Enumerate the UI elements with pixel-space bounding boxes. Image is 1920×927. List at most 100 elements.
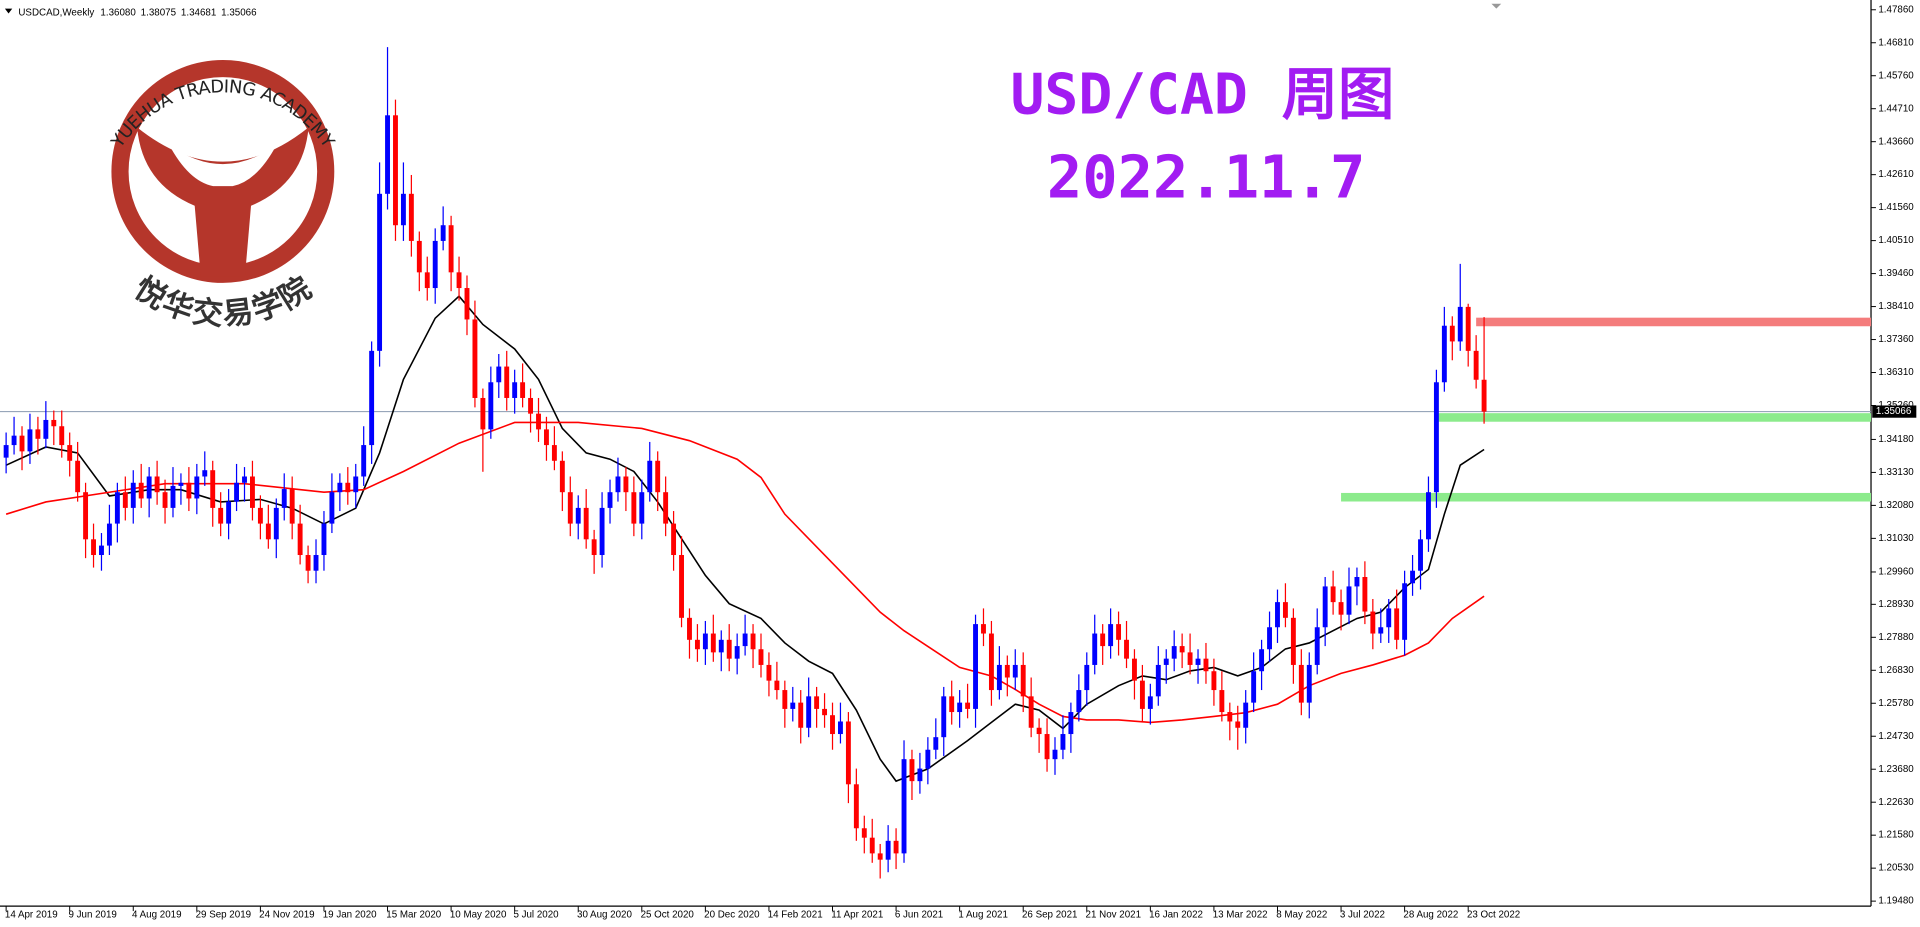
candle-body [1012,664,1018,678]
candle-body [43,419,49,439]
candle-body [965,702,971,709]
candle-body [1116,624,1122,640]
y-tick-label: 1.38410 [1878,301,1914,312]
candle-body [663,492,669,524]
candle-body [647,460,653,493]
candle-body [1426,492,1431,540]
x-tick-label: 3 Jul 2022 [1340,909,1385,920]
candle-body [130,482,136,508]
candle-body [162,492,168,508]
candle-body [385,115,390,194]
y-tick-label: 1.26830 [1878,665,1914,676]
candle-body [67,445,73,461]
candle-body [122,492,128,508]
current-price-label: 1.35066 [1876,406,1912,417]
candle-body [353,476,359,493]
candle-body [218,507,224,524]
x-tick-label: 14 Feb 2021 [768,909,823,920]
level-band [1436,413,1872,422]
candle-body [1139,680,1145,709]
candle-body [480,397,486,430]
candle-body [687,617,692,640]
chart-subtitle: 2022.11.7 [1047,142,1365,211]
candle-body [893,840,899,854]
candle-body [909,759,915,782]
candle-body [1330,586,1336,603]
y-tick-label: 1.37360 [1878,334,1914,345]
candle-body [448,225,454,273]
candle-body [106,523,112,546]
candle-body [313,555,319,571]
candle-body [838,721,843,735]
y-tick-label: 1.23680 [1878,764,1914,775]
x-tick-label: 30 Aug 2020 [577,909,632,920]
candle-body [170,485,176,508]
candle-body [369,350,375,446]
candle-body [822,708,828,716]
candle-body [51,419,57,427]
y-tick-label: 1.27880 [1878,632,1914,643]
candle-body [27,429,33,452]
candle-body [615,476,621,493]
candle-body [806,696,812,728]
candle-body [1219,690,1225,713]
candle-body [726,639,732,659]
y-tick-label: 1.19480 [1878,896,1914,907]
candle-body [1418,539,1423,571]
candle-body [1275,602,1280,628]
candle-body [226,501,232,524]
candle-body [1171,646,1177,659]
x-tick-label: 13 Mar 2022 [1213,909,1268,920]
candle-body [234,482,240,502]
candle-body [1060,734,1066,750]
candle-body [1036,727,1042,735]
candle-body [75,460,81,493]
y-tick-label: 1.46810 [1878,37,1914,48]
x-tick-label: 14 Apr 2019 [5,909,58,920]
candle-body [1076,690,1082,713]
candle-body [957,702,963,713]
candle-body [869,837,875,854]
candle-body [710,633,716,653]
header-high: 1.38075 [141,7,177,18]
candle-body [281,489,287,508]
scroll-marker [1491,3,1502,9]
y-tick-label: 1.40510 [1878,235,1914,246]
candle-body [1187,652,1193,665]
candle-body [1306,664,1312,703]
candle-body [734,646,740,659]
x-tick-label: 16 Jan 2022 [1149,909,1203,920]
candle-body [186,482,192,499]
y-tick-label: 1.20530 [1878,863,1914,874]
y-tick-label: 1.34180 [1878,434,1914,445]
logo-mark [137,127,309,277]
y-tick-label: 1.33130 [1878,467,1914,478]
candle-body [1243,702,1249,728]
candle-body [1410,570,1416,584]
candle-body [1155,664,1161,697]
x-tick-label: 29 Sep 2019 [196,909,251,920]
x-tick-label: 6 Jun 2021 [895,909,943,920]
y-tick-label: 1.45760 [1878,70,1914,81]
candle-body [305,555,311,571]
x-tick-label: 23 Oct 2022 [1467,909,1520,920]
candle-body [3,445,9,458]
candle-body [1394,608,1400,640]
candle-body [1132,658,1137,681]
candle-body [456,272,462,289]
candle-body [393,115,398,226]
candle-body [114,492,120,524]
x-tick-label: 25 Oct 2020 [641,909,695,920]
candle-body [1386,608,1392,628]
candle-body [814,696,820,709]
y-tick-label: 1.31030 [1878,533,1914,544]
candle-body [1179,646,1185,653]
candle-body [901,759,907,854]
candle-body [528,397,534,414]
candle-body [210,470,216,508]
x-tick-label: 5 Jul 2020 [513,909,559,920]
candle-body [1235,721,1241,728]
candle-body [917,768,923,782]
candle-body [1195,658,1201,665]
candle-body [1020,664,1026,697]
